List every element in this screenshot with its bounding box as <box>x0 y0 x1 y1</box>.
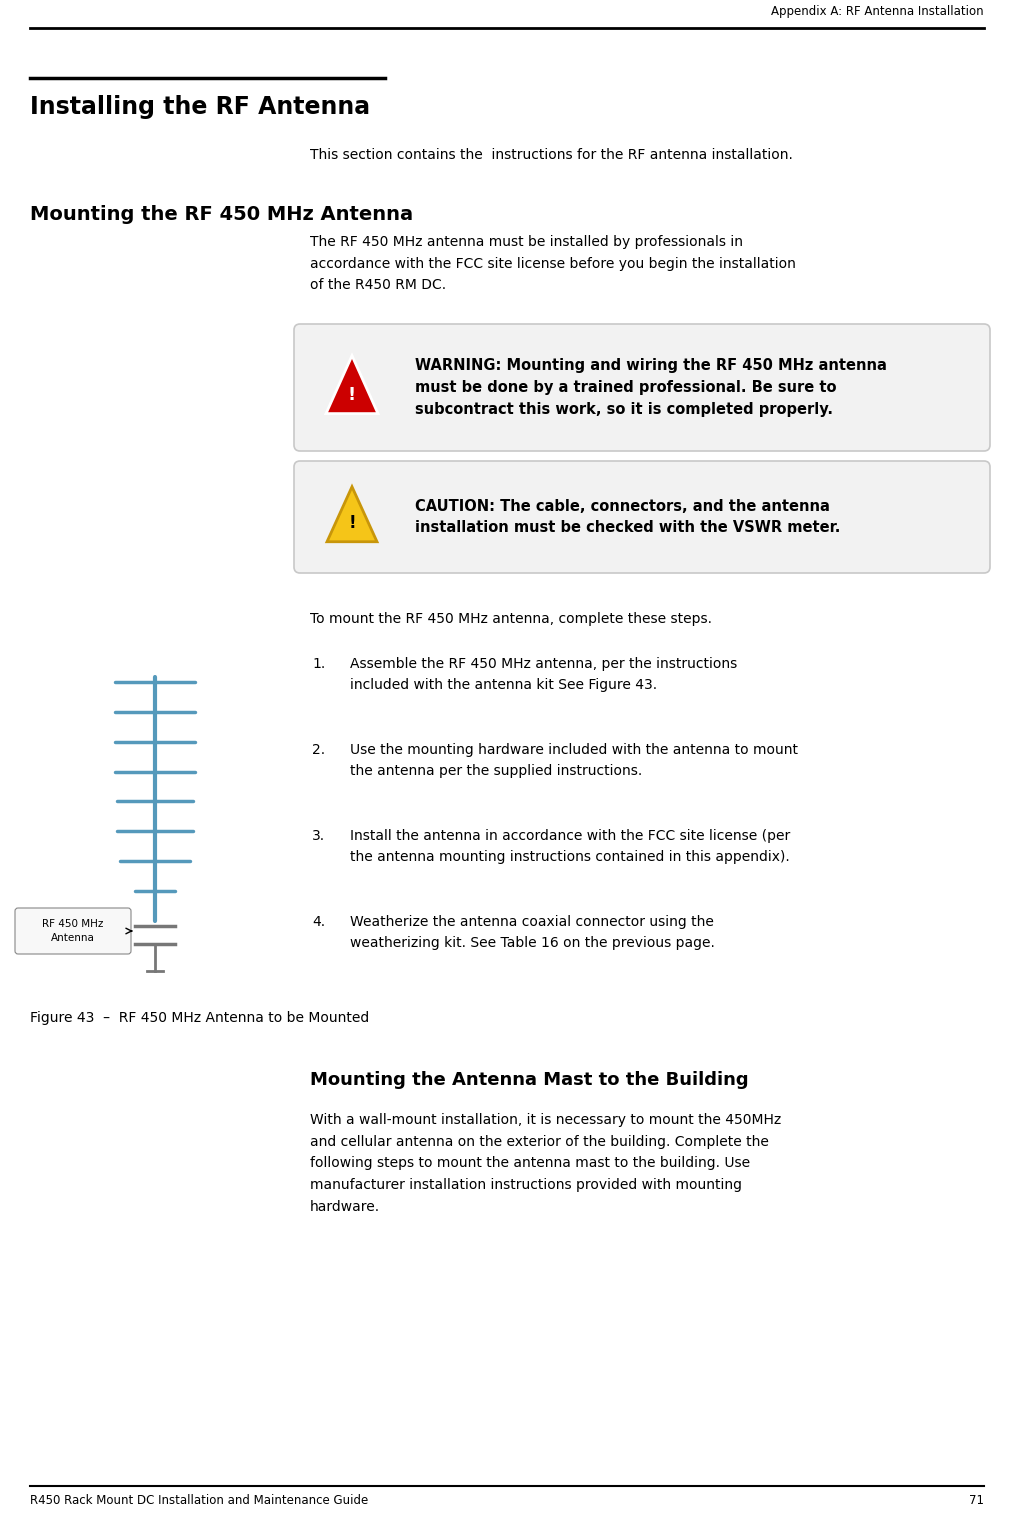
Text: Weatherize the antenna coaxial connector using the
weatherizing kit. See Table 1: Weatherize the antenna coaxial connector… <box>350 914 715 950</box>
Text: 1.: 1. <box>312 657 325 670</box>
Text: 71: 71 <box>969 1494 984 1506</box>
Text: Figure 43  –  RF 450 MHz Antenna to be Mounted: Figure 43 – RF 450 MHz Antenna to be Mou… <box>30 1011 369 1025</box>
Text: Mounting the RF 450 MHz Antenna: Mounting the RF 450 MHz Antenna <box>30 206 413 224</box>
FancyBboxPatch shape <box>294 462 990 574</box>
Text: RF 450 MHz
Antenna: RF 450 MHz Antenna <box>43 919 103 942</box>
Text: Installing the RF Antenna: Installing the RF Antenna <box>30 95 370 120</box>
Text: WARNING: Mounting and wiring the RF 450 MHz antenna
must be done by a trained pr: WARNING: Mounting and wiring the RF 450 … <box>415 359 887 417</box>
Text: Install the antenna in accordance with the FCC site license (per
the antenna mou: Install the antenna in accordance with t… <box>350 828 790 864</box>
Text: This section contains the  instructions for the RF antenna installation.: This section contains the instructions f… <box>310 147 793 163</box>
Text: 2.: 2. <box>312 742 325 756</box>
Text: Assemble the RF 450 MHz antenna, per the instructions
included with the antenna : Assemble the RF 450 MHz antenna, per the… <box>350 657 737 692</box>
FancyBboxPatch shape <box>294 324 990 451</box>
Text: 3.: 3. <box>312 828 325 844</box>
Text: 4.: 4. <box>312 914 325 930</box>
Text: The RF 450 MHz antenna must be installed by professionals in
accordance with the: The RF 450 MHz antenna must be installed… <box>310 235 796 293</box>
Text: !: ! <box>348 514 356 532</box>
Text: R450 Rack Mount DC Installation and Maintenance Guide: R450 Rack Mount DC Installation and Main… <box>30 1494 368 1506</box>
Polygon shape <box>327 486 377 542</box>
Text: Mounting the Antenna Mast to the Building: Mounting the Antenna Mast to the Buildin… <box>310 1071 748 1089</box>
Text: CAUTION: The cable, connectors, and the antenna
installation must be checked wit: CAUTION: The cable, connectors, and the … <box>415 499 841 535</box>
Text: To mount the RF 450 MHz antenna, complete these steps.: To mount the RF 450 MHz antenna, complet… <box>310 612 712 626</box>
Text: With a wall-mount installation, it is necessary to mount the 450MHz
and cellular: With a wall-mount installation, it is ne… <box>310 1114 781 1213</box>
Text: !: ! <box>348 387 356 405</box>
Text: Appendix A: RF Antenna Installation: Appendix A: RF Antenna Installation <box>772 5 984 18</box>
FancyBboxPatch shape <box>15 908 131 954</box>
Polygon shape <box>325 356 378 414</box>
Text: Use the mounting hardware included with the antenna to mount
the antenna per the: Use the mounting hardware included with … <box>350 742 798 778</box>
